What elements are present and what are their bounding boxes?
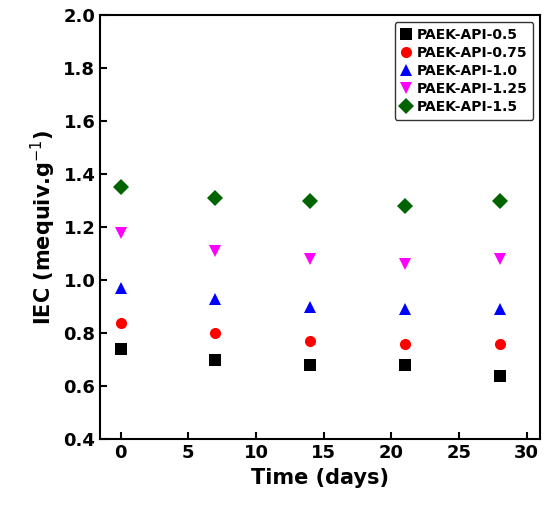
PAEK-API-1.25 xyxy=(212,248,219,254)
PAEK-API-1.25 xyxy=(496,256,503,262)
PAEK-API-0.5 xyxy=(212,357,219,363)
PAEK-API-0.75 xyxy=(117,320,124,326)
PAEK-API-0.5 xyxy=(402,362,408,368)
PAEK-API-0.75 xyxy=(212,330,219,336)
Legend: PAEK-API-0.5, PAEK-API-0.75, PAEK-API-1.0, PAEK-API-1.25, PAEK-API-1.5: PAEK-API-0.5, PAEK-API-0.75, PAEK-API-1.… xyxy=(395,22,534,120)
PAEK-API-1.0 xyxy=(117,285,124,291)
X-axis label: Time (days): Time (days) xyxy=(251,468,389,488)
PAEK-API-1.5 xyxy=(212,195,219,201)
Line: PAEK-API-0.75: PAEK-API-0.75 xyxy=(115,317,505,349)
PAEK-API-0.75 xyxy=(307,338,314,344)
PAEK-API-1.0 xyxy=(402,307,408,313)
PAEK-API-1.5 xyxy=(117,184,124,190)
PAEK-API-0.5 xyxy=(117,346,124,352)
PAEK-API-1.5 xyxy=(402,203,408,209)
PAEK-API-1.25 xyxy=(117,230,124,236)
Line: PAEK-API-0.5: PAEK-API-0.5 xyxy=(115,343,505,381)
Line: PAEK-API-1.25: PAEK-API-1.25 xyxy=(115,227,505,270)
PAEK-API-1.5 xyxy=(496,197,503,204)
PAEK-API-1.0 xyxy=(307,304,314,310)
Y-axis label: IEC (mequiv.g$^{-1}$): IEC (mequiv.g$^{-1}$) xyxy=(28,129,58,325)
PAEK-API-0.5 xyxy=(307,362,314,368)
PAEK-API-1.25 xyxy=(402,262,408,268)
PAEK-API-0.5 xyxy=(496,373,503,379)
PAEK-API-1.5 xyxy=(307,197,314,204)
Line: PAEK-API-1.5: PAEK-API-1.5 xyxy=(115,182,505,212)
PAEK-API-1.0 xyxy=(496,307,503,313)
PAEK-API-1.25 xyxy=(307,256,314,262)
PAEK-API-1.0 xyxy=(212,296,219,302)
Line: PAEK-API-1.0: PAEK-API-1.0 xyxy=(115,283,505,315)
PAEK-API-0.75 xyxy=(402,341,408,347)
PAEK-API-0.75 xyxy=(496,341,503,347)
